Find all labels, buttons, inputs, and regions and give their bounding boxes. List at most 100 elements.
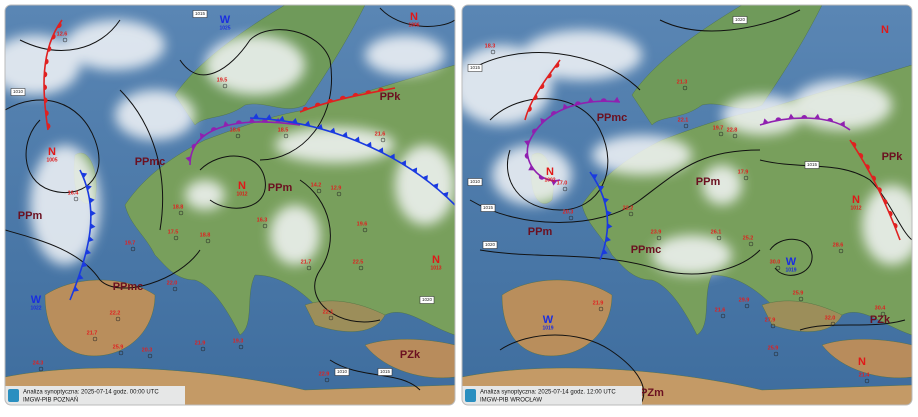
air-mass: PPmc bbox=[135, 156, 166, 168]
cloud bbox=[652, 235, 732, 275]
isobar-label: 1015 bbox=[807, 162, 818, 167]
isobar-label: 1015 bbox=[483, 205, 494, 210]
map-panel: 1015 1010 1020 1015 1010 12.6 19.5 16.4 18.6 19.7… bbox=[5, 5, 455, 405]
front-symbol bbox=[43, 84, 47, 91]
cloud bbox=[205, 35, 305, 95]
front-symbol bbox=[600, 98, 607, 102]
temperature: 21.6 bbox=[715, 307, 726, 313]
front-symbol bbox=[442, 191, 449, 198]
front-symbol bbox=[601, 248, 608, 255]
station bbox=[130, 246, 136, 252]
pressure-center: N bbox=[852, 194, 860, 206]
front-symbol bbox=[551, 180, 558, 186]
front-symbol bbox=[550, 111, 557, 116]
pressure-value: 1005 bbox=[46, 157, 57, 163]
isobar-label: 1020 bbox=[485, 242, 496, 247]
station bbox=[173, 235, 179, 241]
station bbox=[238, 344, 244, 350]
front-symbol bbox=[603, 197, 609, 204]
front-symbol bbox=[73, 286, 79, 292]
cloud bbox=[592, 135, 692, 175]
front-symbol bbox=[524, 152, 528, 159]
cloud bbox=[492, 145, 572, 205]
cloud bbox=[365, 35, 445, 75]
pressure-center: N bbox=[48, 146, 56, 158]
isobar bbox=[469, 52, 641, 91]
temperature: 19.5 bbox=[217, 77, 228, 83]
station bbox=[172, 286, 178, 292]
temperature: 12.6 bbox=[57, 31, 68, 37]
station bbox=[262, 223, 268, 229]
temperature: 19.6 bbox=[357, 221, 368, 227]
temperature: 12.9 bbox=[331, 185, 342, 191]
temperature: 17.9 bbox=[738, 169, 749, 175]
front-symbol bbox=[185, 156, 191, 162]
station bbox=[118, 350, 124, 356]
station bbox=[490, 49, 496, 55]
temperature: 19.7 bbox=[713, 125, 724, 131]
front-symbol bbox=[86, 184, 92, 191]
front-symbol bbox=[45, 110, 49, 117]
isobar bbox=[479, 249, 761, 275]
temperature: 19.7 bbox=[125, 240, 136, 246]
isobar bbox=[469, 149, 761, 223]
front-symbol bbox=[606, 210, 612, 217]
temperature: 16.3 bbox=[257, 217, 268, 223]
isobar-label: 1015 bbox=[380, 369, 391, 374]
pressure-center: N bbox=[432, 254, 440, 266]
pressure-center: N bbox=[238, 180, 246, 192]
front-symbol bbox=[88, 236, 94, 243]
front-symbol bbox=[591, 174, 598, 180]
air-mass: PPm bbox=[696, 176, 721, 188]
cloud bbox=[792, 80, 892, 130]
front-symbol bbox=[539, 83, 545, 89]
station bbox=[830, 321, 836, 327]
front-symbol bbox=[341, 131, 348, 138]
front-symbol bbox=[575, 101, 581, 105]
temperature: 23.9 bbox=[651, 229, 662, 235]
front-symbol bbox=[377, 147, 384, 154]
isobar-label: 1015 bbox=[195, 11, 206, 16]
isobar bbox=[769, 238, 813, 276]
isobar bbox=[659, 9, 801, 32]
station bbox=[720, 313, 726, 319]
land-area bbox=[304, 300, 386, 332]
front-symbol bbox=[265, 114, 272, 120]
front-symbol bbox=[261, 119, 268, 123]
front-symbol bbox=[533, 94, 538, 101]
cloud bbox=[115, 90, 195, 140]
pressure-center: W bbox=[543, 314, 554, 326]
front-symbol bbox=[839, 120, 845, 127]
station bbox=[147, 353, 153, 359]
front-symbol bbox=[81, 172, 88, 179]
station bbox=[656, 235, 662, 241]
air-mass: PPmc bbox=[597, 112, 628, 124]
front-symbol bbox=[893, 222, 898, 229]
temperature: 22.2 bbox=[623, 205, 634, 211]
station bbox=[38, 366, 44, 372]
isobar-label: 1010 bbox=[337, 369, 348, 374]
isobar-label-box bbox=[467, 64, 483, 72]
pressure-center: W bbox=[220, 14, 231, 26]
front-symbol bbox=[801, 115, 808, 119]
station bbox=[732, 133, 738, 139]
air-mass: PZk bbox=[870, 314, 891, 326]
isobar-label-box bbox=[192, 10, 208, 18]
isobar bbox=[19, 19, 121, 51]
front-symbol bbox=[81, 261, 88, 268]
pressure-center: N bbox=[858, 356, 866, 368]
temperature: 22.5 bbox=[353, 259, 364, 265]
land-area bbox=[44, 279, 156, 357]
isobar bbox=[299, 179, 381, 323]
station bbox=[324, 377, 330, 383]
temperature: 21.9 bbox=[195, 340, 206, 346]
temperature: 14.2 bbox=[311, 182, 322, 188]
issuer: IMGW-PIB POZNAŃ bbox=[23, 397, 78, 404]
front-symbol bbox=[858, 153, 864, 159]
isobar-label-box bbox=[482, 241, 498, 249]
cloud bbox=[185, 180, 225, 210]
temperature: 25.9 bbox=[768, 345, 779, 351]
front-symbol bbox=[45, 58, 49, 65]
station bbox=[178, 210, 184, 216]
front-symbol bbox=[44, 71, 48, 78]
